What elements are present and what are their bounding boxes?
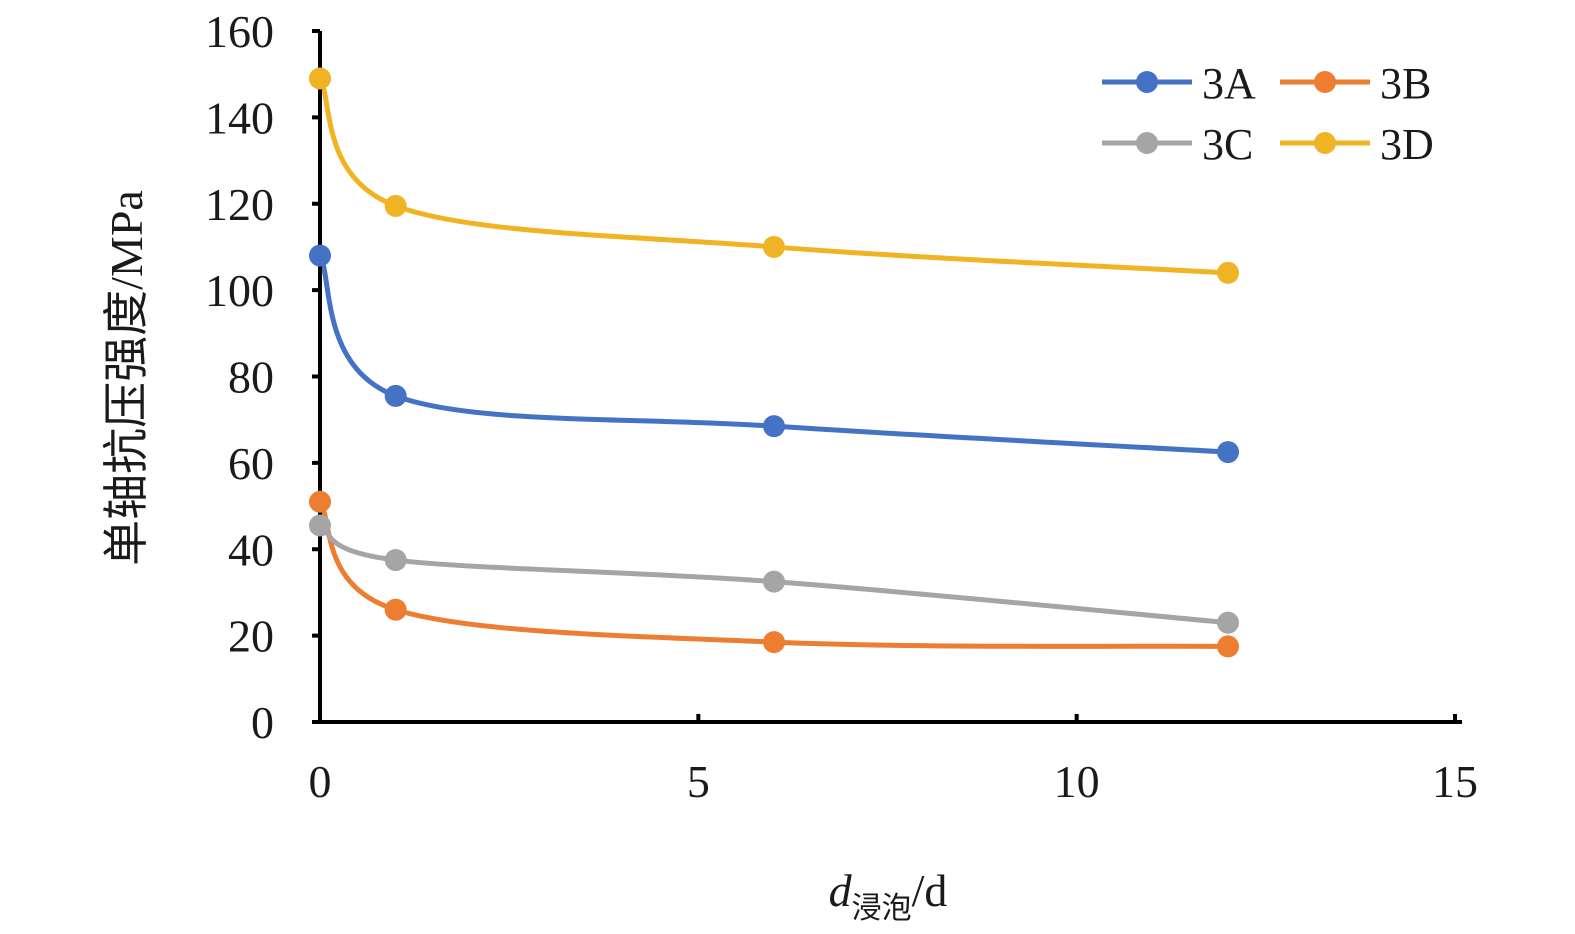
x-tick-label: 10 [1054, 756, 1100, 807]
x-axis-title-main: d [829, 865, 853, 916]
data-point-3A [384, 384, 407, 407]
data-point-3D [763, 235, 785, 258]
x-axis-title-subscript: 浸泡 [852, 892, 912, 925]
legend-swatch-marker [1314, 132, 1336, 154]
legend: 3A 3B 3C 3D [1102, 59, 1434, 169]
legend-label: 3A [1202, 59, 1256, 108]
legend-label: 3D [1380, 120, 1434, 169]
x-axis-title-unit: /d [912, 865, 948, 916]
legend-label: 3B [1380, 59, 1431, 108]
legend-swatch-marker [1136, 71, 1158, 93]
y-tick-label: 100 [205, 265, 274, 316]
series-line-3C [317, 522, 1231, 626]
x-tick-label: 5 [687, 756, 710, 807]
y-tick-label: 80 [228, 352, 274, 403]
data-point-3C [384, 549, 407, 572]
legend-item-3C: 3C [1102, 120, 1253, 169]
data-point-3D [384, 194, 407, 217]
y-tick-label: 0 [251, 697, 274, 748]
legend-swatch-marker [1314, 71, 1336, 93]
x-tick-label: 0 [309, 756, 332, 807]
series-line-3D [317, 76, 1231, 276]
data-point-3D [1217, 261, 1239, 284]
legend-item-3B: 3B [1280, 59, 1431, 108]
series-layer [317, 76, 1231, 649]
data-point-3B [763, 631, 785, 654]
data-point-3B [1217, 635, 1239, 658]
y-tick-label: 20 [228, 611, 274, 662]
data-point-3B [384, 598, 407, 621]
data-point-3C [309, 514, 331, 537]
data-point-3A [1217, 441, 1239, 464]
y-tick-label: 40 [228, 524, 274, 575]
data-point-3A [763, 415, 785, 438]
y-tick-label: 120 [205, 179, 274, 230]
y-tick-label: 160 [205, 6, 274, 57]
markers-layer [309, 67, 1239, 658]
legend-item-3D: 3D [1280, 120, 1434, 169]
y-tick-label: 140 [205, 92, 274, 143]
y-axis-title: 单轴抗压强度/MPa [101, 190, 152, 566]
data-point-3D [309, 67, 331, 90]
x-tick-label: 15 [1432, 756, 1478, 807]
axes-layer [318, 31, 1462, 724]
data-point-3A [309, 244, 331, 267]
data-point-3C [1217, 611, 1239, 634]
legend-label: 3C [1202, 120, 1253, 169]
data-point-3C [763, 570, 785, 593]
series-line-3B [317, 499, 1231, 649]
x-axis-title: d浸泡/d [829, 865, 948, 925]
series-line-3A [317, 253, 1231, 455]
data-point-3B [309, 490, 331, 513]
ticks-layer: 0 20 40 60 80 100 120 140 160 0 5 10 15 [205, 6, 1478, 807]
legend-swatch-marker [1136, 132, 1158, 154]
y-tick-label: 60 [228, 438, 274, 489]
legend-item-3A: 3A [1102, 59, 1256, 108]
